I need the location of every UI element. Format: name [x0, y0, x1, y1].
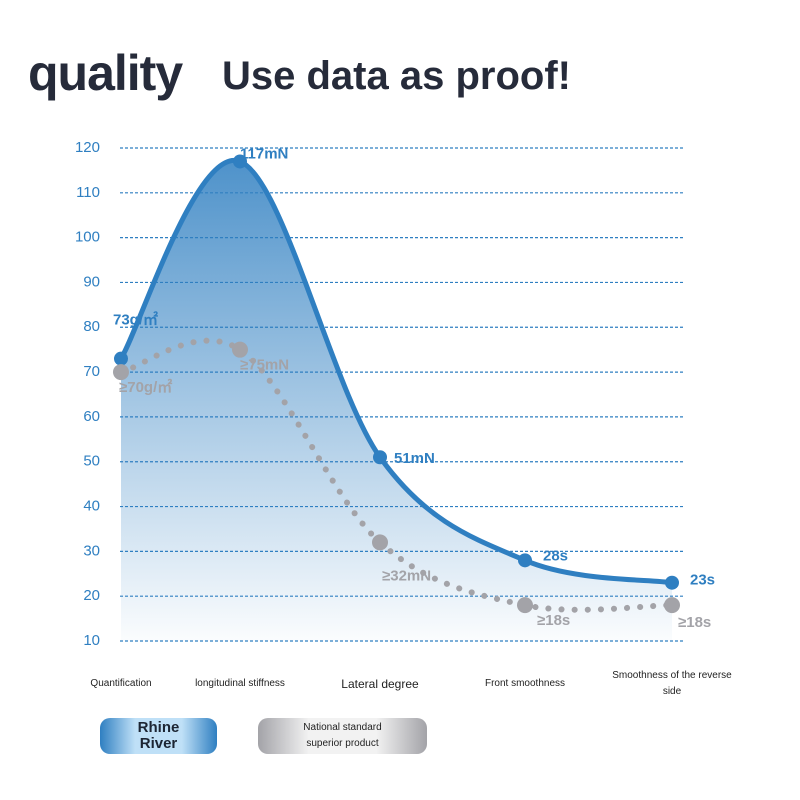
y-tick-label: 100	[75, 229, 100, 246]
point	[665, 575, 679, 590]
area	[121, 160, 672, 641]
y-tick-label: 110	[76, 184, 100, 201]
data-label: 117mN	[240, 145, 288, 162]
x-tick-label: Smoothness of the reverse side	[612, 670, 732, 697]
y-tick-label: 50	[83, 453, 100, 470]
data-label: ≥75mN	[240, 357, 289, 374]
x-tick-label: Front smoothness	[484, 678, 566, 689]
legend-item: National standard superior product	[258, 718, 427, 754]
y-tick-label: 40	[83, 498, 100, 515]
data-label: ≥70g/㎡	[119, 378, 172, 396]
line	[118, 158, 673, 586]
data-label: ≥32mN	[382, 567, 431, 584]
chart-subtitle: Use data as proof!	[222, 54, 571, 98]
data-label: ≥18s	[678, 614, 711, 631]
y-tick-label: 60	[83, 408, 100, 425]
point	[373, 450, 387, 465]
y-tick-label: 10	[83, 632, 100, 649]
point	[518, 553, 532, 568]
data-label: 51mN	[394, 450, 435, 467]
legend-item: Rhine River	[100, 718, 217, 754]
y-tick-label: 80	[83, 318, 100, 335]
point	[517, 597, 533, 614]
y-tick-label: 70	[83, 363, 100, 380]
y-tick-label: 120	[75, 139, 100, 156]
x-tick-label: Quantification	[90, 678, 152, 689]
data-label: 23s	[690, 572, 715, 589]
y-tick-label: 20	[83, 587, 100, 604]
y-tick-label: 90	[83, 273, 100, 290]
point	[114, 351, 128, 366]
point	[113, 364, 129, 381]
x-tick-label: Lateral degree	[341, 677, 419, 691]
x-tick-label: longitudinal stiffness	[195, 678, 285, 689]
data-label: 73g/㎡	[113, 311, 158, 329]
point	[233, 154, 247, 169]
data-label: ≥18s	[537, 612, 570, 629]
data-label: 28s	[543, 547, 568, 564]
chart-title: quality	[28, 45, 183, 101]
point	[232, 341, 248, 358]
point	[664, 597, 680, 614]
y-tick-label: 30	[83, 542, 100, 559]
point	[372, 534, 388, 551]
